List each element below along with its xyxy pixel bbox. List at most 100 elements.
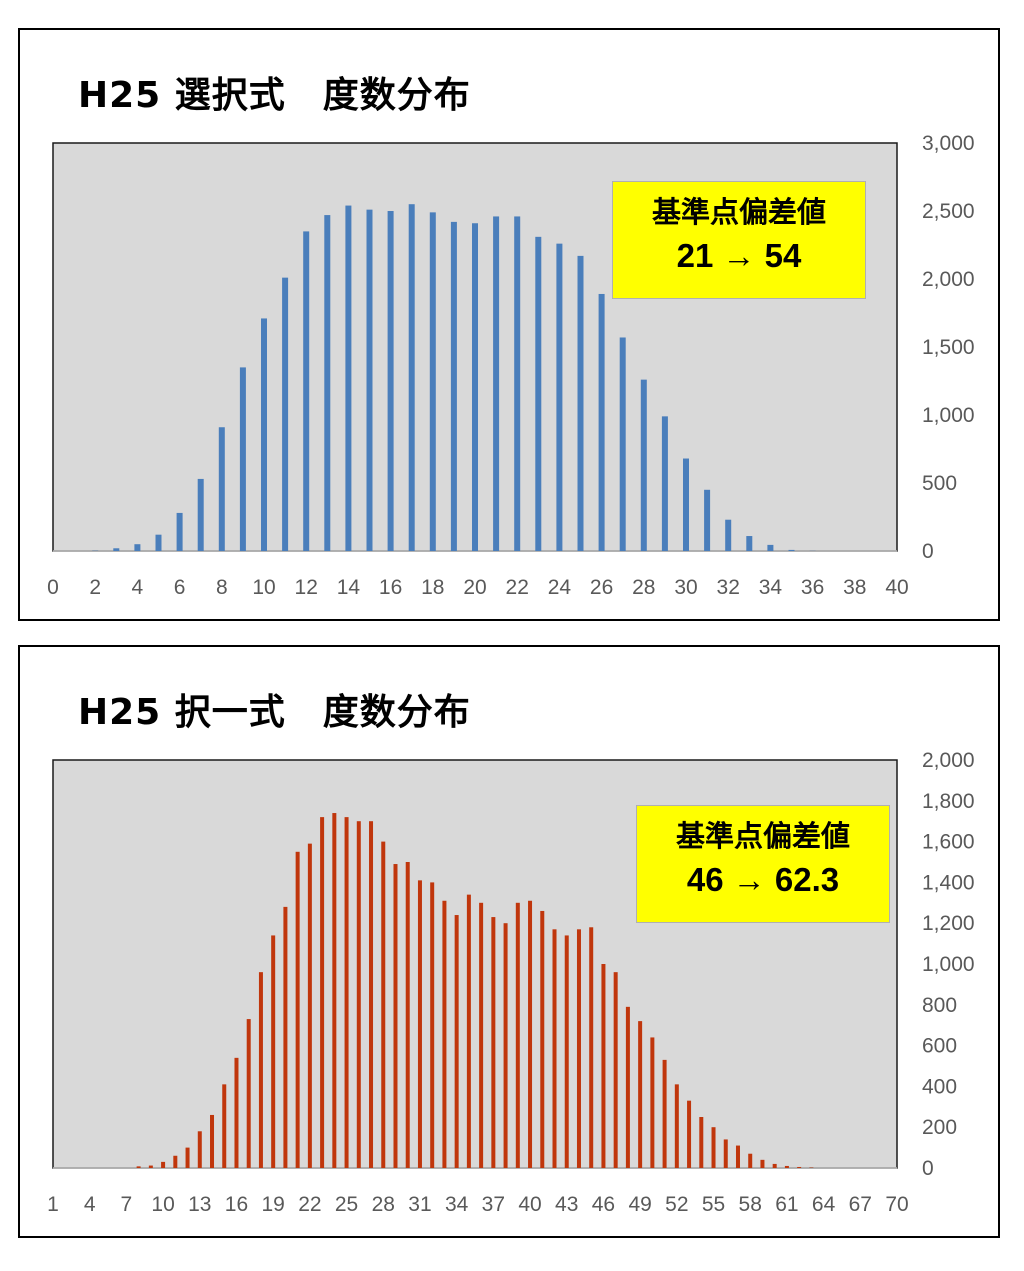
x-tick-label: 22 [506,576,529,599]
bar [430,882,435,1168]
annotation-title: 基準点偏差値 [651,195,826,229]
x-tick-label: 67 [849,1193,872,1216]
bar [320,817,325,1168]
bar [113,548,120,551]
bar [197,1131,202,1168]
bar [640,379,647,551]
x-tick-label: 34 [445,1193,469,1216]
bar [295,851,300,1168]
x-tick-label: 36 [801,576,824,599]
y-tick-label: 600 [922,1035,957,1058]
x-tick-label: 10 [151,1193,174,1216]
bar [307,843,312,1168]
bar [466,894,471,1168]
bar [619,337,626,551]
y-tick-label: 2,000 [922,268,975,291]
bar [577,255,584,551]
chart-title: H25 択一式 度数分布 [78,692,471,733]
y-tick-label: 0 [922,540,934,563]
bar [491,917,496,1168]
bar [515,902,520,1168]
y-tick-label: 0 [922,1157,934,1180]
bar [185,1147,190,1168]
x-tick-label: 24 [548,576,572,599]
bar [134,544,141,551]
x-tick-label: 2 [89,576,101,599]
bar [369,821,374,1168]
bar [234,1057,239,1168]
bar [556,243,563,551]
x-tick-label: 46 [592,1193,615,1216]
x-tick-label: 37 [482,1193,505,1216]
x-tick-label: 40 [885,576,908,599]
bar [687,1100,692,1168]
x-tick-label: 34 [759,576,783,599]
annotation-title: 基準点偏差値 [675,819,850,853]
x-tick-label: 16 [379,576,402,599]
bar [454,915,459,1168]
x-tick-label: 61 [775,1193,798,1216]
x-tick-label: 20 [463,576,486,599]
x-tick-label: 28 [372,1193,395,1216]
x-tick-label: 0 [47,576,59,599]
x-tick-label: 64 [812,1193,836,1216]
bar [613,972,618,1168]
x-tick-label: 10 [252,576,275,599]
bar [760,1159,765,1168]
bar [540,910,545,1168]
bar [344,817,349,1168]
bar [176,512,183,551]
bar [258,972,263,1168]
x-tick-label: 70 [885,1193,908,1216]
bar [576,929,581,1168]
x-tick-label: 31 [408,1193,431,1216]
bar [661,416,668,551]
annotation-box: 基準点偏差値 46 → 62.3 [636,805,890,923]
x-tick-label: 18 [421,576,444,599]
bar [564,935,569,1168]
bar [528,900,533,1168]
bar [356,821,361,1168]
bar [625,1006,630,1168]
bar [303,231,310,551]
x-tick-label: 52 [665,1193,688,1216]
bar [598,293,605,551]
bar [210,1114,215,1168]
x-tick-label: 58 [739,1193,762,1216]
x-tick-label: 4 [84,1193,96,1216]
x-tick-label: 38 [843,576,866,599]
y-tick-label: 3,000 [922,132,975,155]
bar [324,215,331,551]
bar [136,1166,141,1168]
bar [282,277,289,551]
bar [417,880,422,1168]
bar [748,1153,753,1168]
bar [271,935,276,1168]
bar [261,318,267,551]
chart-panel-selection: H25 選択式 度数分布 0 500 1,000 1,500 2,000 2,500 3,0… [18,28,1000,621]
bar [408,204,415,551]
bar [381,841,386,1168]
bar [442,900,447,1168]
bar [493,216,500,551]
bar [218,427,225,551]
y-tick-label: 400 [922,1075,957,1098]
chart-title: H25 選択式 度数分布 [78,75,471,116]
x-tick-label: 32 [717,576,740,599]
bar [246,1019,251,1168]
bar [552,929,557,1168]
bar [514,216,521,551]
y-tick-label: 1,500 [922,336,975,359]
x-tick-label: 1 [47,1193,59,1216]
annotation-value: 46 → 62.3 [686,861,840,898]
x-tick-label: 40 [518,1193,541,1216]
y-tick-label: 1,400 [922,871,975,894]
bar [197,478,204,551]
bar [283,906,288,1168]
x-tick-label: 16 [225,1193,248,1216]
x-tick-label: 30 [674,576,697,599]
x-tick-label: 12 [295,576,318,599]
x-tick-label: 14 [337,576,361,599]
bar [723,1139,728,1168]
bar [450,221,457,551]
